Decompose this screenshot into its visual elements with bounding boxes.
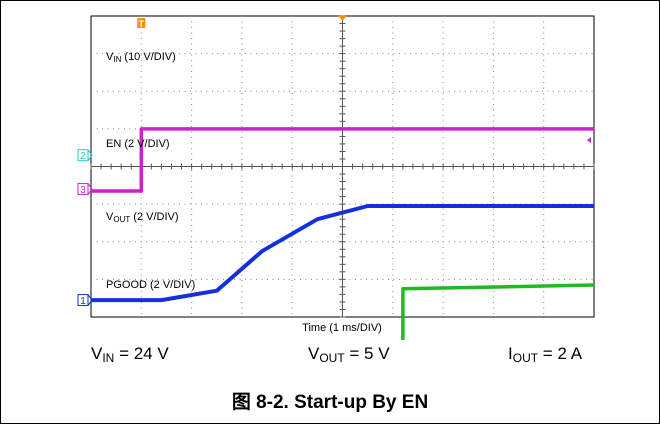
vout-label: VOUT (2 V/DIV) [106, 211, 179, 224]
x-axis-label: Time (1 ms/DIV) [302, 322, 382, 334]
trigger-marker-box [137, 18, 146, 28]
graticule [90, 15, 595, 318]
channel-marker-arrow [87, 183, 93, 195]
trigger-marker: T [137, 18, 146, 29]
channel-marker-label: 3 [80, 185, 86, 196]
channel-3-marker: 3 [77, 183, 93, 196]
channel-marker-arrow [87, 294, 93, 306]
channel-marker-label: 1 [80, 296, 86, 307]
trigger-level-arrow [587, 137, 591, 144]
channel-markers: 2314T [77, 16, 591, 307]
waveform-traces [91, 127, 595, 340]
condition-vin: VIN = 24 V [91, 344, 169, 365]
channel-marker-box [77, 294, 89, 307]
condition-vout: VOUT = 5 V [308, 344, 390, 365]
channel-1-marker: 1 [77, 294, 93, 307]
channel-marker-label: 2 [80, 151, 86, 162]
en-trace [91, 127, 594, 193]
trigger-position-arrow [338, 16, 347, 21]
channel-2-marker: 2 [77, 149, 93, 162]
channel-marker-box [77, 149, 89, 162]
figure-caption: 图 8-2. Start-up By EN [231, 392, 429, 413]
pgood-label: PGOOD (2 V/DIV) [106, 279, 195, 291]
channel-marker-box [77, 183, 89, 196]
vout-trace [91, 204, 594, 303]
trigger-marker-label: T [139, 19, 145, 29]
oscilloscope-plot: 2314T VIN (10 V/DIV) EN (2 V/DIV) VOUT (… [77, 15, 595, 340]
condition-iout: IOUT = 2 A [508, 344, 583, 365]
vin-label: VIN (10 V/DIV) [106, 51, 176, 64]
en-label: EN (2 V/DIV) [106, 138, 170, 150]
channel-marker-arrow [87, 149, 93, 162]
pgood-trace [401, 283, 595, 340]
